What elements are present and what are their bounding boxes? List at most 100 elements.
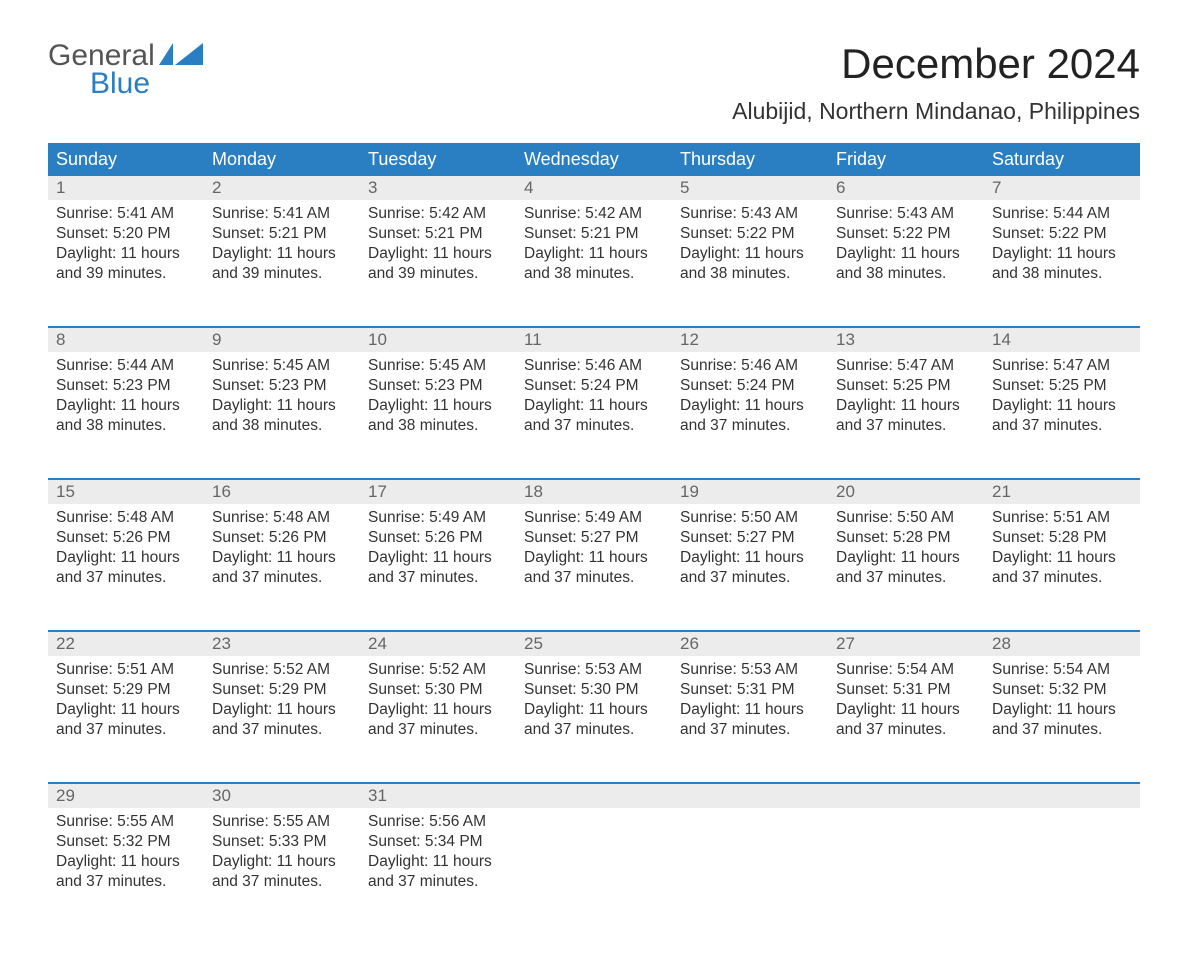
day-number: 24 xyxy=(360,632,516,656)
daylight-line: Daylight: 11 hours and 38 minutes. xyxy=(524,244,664,284)
sunrise-line: Sunrise: 5:46 AM xyxy=(680,356,820,376)
sunrise-line: Sunrise: 5:44 AM xyxy=(992,204,1132,224)
day-cell: Sunrise: 5:45 AMSunset: 5:23 PMDaylight:… xyxy=(360,352,516,460)
daylight-line: Daylight: 11 hours and 37 minutes. xyxy=(836,396,976,436)
sunrise-line: Sunrise: 5:46 AM xyxy=(524,356,664,376)
day-cell: Sunrise: 5:48 AMSunset: 5:26 PMDaylight:… xyxy=(204,504,360,612)
daylight-line: Daylight: 11 hours and 37 minutes. xyxy=(680,548,820,588)
day-cell xyxy=(984,808,1140,916)
day-header-row: SundayMondayTuesdayWednesdayThursdayFrid… xyxy=(48,143,1140,176)
daylight-line: Daylight: 11 hours and 37 minutes. xyxy=(368,852,508,892)
daylight-line: Daylight: 11 hours and 39 minutes. xyxy=(212,244,352,284)
day-cell xyxy=(516,808,672,916)
day-content-row: Sunrise: 5:48 AMSunset: 5:26 PMDaylight:… xyxy=(48,504,1140,612)
day-cell: Sunrise: 5:53 AMSunset: 5:30 PMDaylight:… xyxy=(516,656,672,764)
day-cell: Sunrise: 5:45 AMSunset: 5:23 PMDaylight:… xyxy=(204,352,360,460)
logo: General Blue xyxy=(48,40,203,99)
sunset-line: Sunset: 5:29 PM xyxy=(56,680,196,700)
day-cell: Sunrise: 5:51 AMSunset: 5:29 PMDaylight:… xyxy=(48,656,204,764)
day-cell: Sunrise: 5:46 AMSunset: 5:24 PMDaylight:… xyxy=(672,352,828,460)
day-number-row: 891011121314 xyxy=(48,326,1140,352)
daylight-line: Daylight: 11 hours and 37 minutes. xyxy=(836,548,976,588)
sunrise-line: Sunrise: 5:45 AM xyxy=(368,356,508,376)
day-header: Thursday xyxy=(672,143,828,176)
day-number: 21 xyxy=(984,480,1140,504)
day-number: 26 xyxy=(672,632,828,656)
sunset-line: Sunset: 5:21 PM xyxy=(368,224,508,244)
sunset-line: Sunset: 5:27 PM xyxy=(680,528,820,548)
sunrise-line: Sunrise: 5:41 AM xyxy=(56,204,196,224)
day-cell: Sunrise: 5:55 AMSunset: 5:32 PMDaylight:… xyxy=(48,808,204,916)
sunset-line: Sunset: 5:27 PM xyxy=(524,528,664,548)
day-cell: Sunrise: 5:41 AMSunset: 5:21 PMDaylight:… xyxy=(204,200,360,308)
day-number: 11 xyxy=(516,328,672,352)
daylight-line: Daylight: 11 hours and 38 minutes. xyxy=(368,396,508,436)
sunset-line: Sunset: 5:30 PM xyxy=(368,680,508,700)
day-cell: Sunrise: 5:49 AMSunset: 5:26 PMDaylight:… xyxy=(360,504,516,612)
week: 1234567Sunrise: 5:41 AMSunset: 5:20 PMDa… xyxy=(48,176,1140,308)
daylight-line: Daylight: 11 hours and 37 minutes. xyxy=(368,700,508,740)
week: 15161718192021Sunrise: 5:48 AMSunset: 5:… xyxy=(48,478,1140,612)
day-cell: Sunrise: 5:55 AMSunset: 5:33 PMDaylight:… xyxy=(204,808,360,916)
day-cell: Sunrise: 5:56 AMSunset: 5:34 PMDaylight:… xyxy=(360,808,516,916)
day-number xyxy=(516,784,672,808)
day-number-row: 22232425262728 xyxy=(48,630,1140,656)
day-header: Wednesday xyxy=(516,143,672,176)
day-cell: Sunrise: 5:44 AMSunset: 5:22 PMDaylight:… xyxy=(984,200,1140,308)
day-number: 4 xyxy=(516,176,672,200)
day-number-row: 15161718192021 xyxy=(48,478,1140,504)
daylight-line: Daylight: 11 hours and 37 minutes. xyxy=(368,548,508,588)
sunset-line: Sunset: 5:24 PM xyxy=(524,376,664,396)
sunrise-line: Sunrise: 5:48 AM xyxy=(212,508,352,528)
sunrise-line: Sunrise: 5:47 AM xyxy=(836,356,976,376)
sunrise-line: Sunrise: 5:42 AM xyxy=(368,204,508,224)
day-cell: Sunrise: 5:50 AMSunset: 5:28 PMDaylight:… xyxy=(828,504,984,612)
day-content-row: Sunrise: 5:51 AMSunset: 5:29 PMDaylight:… xyxy=(48,656,1140,764)
sunset-line: Sunset: 5:22 PM xyxy=(680,224,820,244)
sunset-line: Sunset: 5:32 PM xyxy=(992,680,1132,700)
day-number: 15 xyxy=(48,480,204,504)
sunset-line: Sunset: 5:33 PM xyxy=(212,832,352,852)
day-number-row: 1234567 xyxy=(48,176,1140,200)
sunrise-line: Sunrise: 5:51 AM xyxy=(992,508,1132,528)
day-number: 2 xyxy=(204,176,360,200)
day-header: Saturday xyxy=(984,143,1140,176)
day-number: 25 xyxy=(516,632,672,656)
day-number-row: 293031 xyxy=(48,782,1140,808)
daylight-line: Daylight: 11 hours and 37 minutes. xyxy=(212,700,352,740)
sunrise-line: Sunrise: 5:49 AM xyxy=(368,508,508,528)
day-number: 13 xyxy=(828,328,984,352)
day-content-row: Sunrise: 5:41 AMSunset: 5:20 PMDaylight:… xyxy=(48,200,1140,308)
day-cell: Sunrise: 5:41 AMSunset: 5:20 PMDaylight:… xyxy=(48,200,204,308)
day-cell xyxy=(672,808,828,916)
day-header: Tuesday xyxy=(360,143,516,176)
day-number: 3 xyxy=(360,176,516,200)
daylight-line: Daylight: 11 hours and 37 minutes. xyxy=(524,396,664,436)
day-number: 17 xyxy=(360,480,516,504)
day-number: 30 xyxy=(204,784,360,808)
sunrise-line: Sunrise: 5:54 AM xyxy=(992,660,1132,680)
sunset-line: Sunset: 5:23 PM xyxy=(56,376,196,396)
day-cell: Sunrise: 5:43 AMSunset: 5:22 PMDaylight:… xyxy=(672,200,828,308)
logo-flag-icon xyxy=(159,40,203,72)
day-cell: Sunrise: 5:54 AMSunset: 5:32 PMDaylight:… xyxy=(984,656,1140,764)
sunrise-line: Sunrise: 5:56 AM xyxy=(368,812,508,832)
sunrise-line: Sunrise: 5:50 AM xyxy=(836,508,976,528)
daylight-line: Daylight: 11 hours and 39 minutes. xyxy=(368,244,508,284)
sunrise-line: Sunrise: 5:48 AM xyxy=(56,508,196,528)
sunrise-line: Sunrise: 5:41 AM xyxy=(212,204,352,224)
sunset-line: Sunset: 5:26 PM xyxy=(368,528,508,548)
sunset-line: Sunset: 5:31 PM xyxy=(836,680,976,700)
day-cell: Sunrise: 5:44 AMSunset: 5:23 PMDaylight:… xyxy=(48,352,204,460)
day-cell: Sunrise: 5:48 AMSunset: 5:26 PMDaylight:… xyxy=(48,504,204,612)
day-number: 6 xyxy=(828,176,984,200)
sunset-line: Sunset: 5:23 PM xyxy=(212,376,352,396)
day-number: 18 xyxy=(516,480,672,504)
daylight-line: Daylight: 11 hours and 39 minutes. xyxy=(56,244,196,284)
logo-word2: Blue xyxy=(90,68,203,100)
daylight-line: Daylight: 11 hours and 38 minutes. xyxy=(992,244,1132,284)
day-cell: Sunrise: 5:54 AMSunset: 5:31 PMDaylight:… xyxy=(828,656,984,764)
location: Alubijid, Northern Mindanao, Philippines xyxy=(732,98,1140,125)
daylight-line: Daylight: 11 hours and 37 minutes. xyxy=(992,700,1132,740)
day-number: 23 xyxy=(204,632,360,656)
